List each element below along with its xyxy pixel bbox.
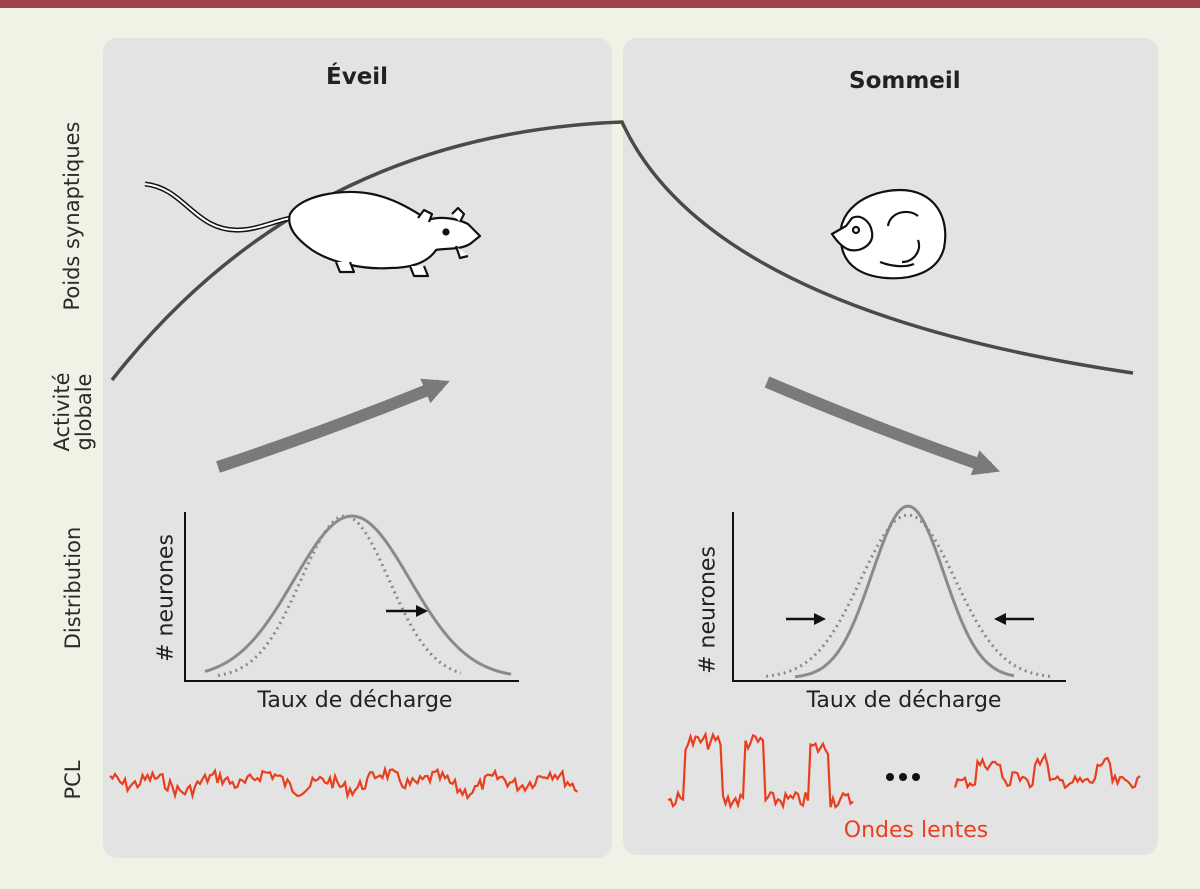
activity-increase-arrow: [216, 378, 450, 473]
sleep-narrowing-left-arrow: [786, 613, 826, 625]
wake-plot-axes: [184, 512, 519, 682]
rat-awake-icon: [144, 181, 482, 278]
sleep-panel: [623, 38, 1158, 855]
activity-decrease-arrow: [764, 376, 1000, 476]
wake-distribution-solid-curve: [204, 514, 512, 676]
sleep-distribution-solid-curve: [794, 504, 1015, 679]
wake-broadening-arrow: [386, 605, 428, 617]
wake-title: Éveil: [326, 64, 389, 90]
sleep-narrowing-right-arrow: [994, 613, 1034, 625]
ellipsis-dots: [886, 773, 920, 781]
synaptic-weight-curve: [110, 120, 1134, 382]
wake-panel: [103, 38, 612, 858]
sleep-distribution-dotted-curve: [765, 513, 1055, 679]
slow-waves-label: Ondes lentes: [843, 818, 989, 843]
sleep-x-axis-label: Taux de décharge: [806, 688, 1002, 713]
top-accent-bar: [0, 0, 1200, 8]
lfp-slow-wave-trace: [667, 730, 854, 810]
lfp-late-sleep-trace: [953, 752, 1141, 790]
sleep-title: Sommeil: [849, 68, 961, 94]
lfp-wake-trace: [109, 765, 579, 801]
wake-x-axis-label: Taux de décharge: [257, 688, 453, 713]
wake-distribution-dotted-curve: [217, 514, 462, 677]
sleep-plot-axes: [732, 512, 1066, 682]
rat-sleeping-icon: [830, 188, 947, 280]
